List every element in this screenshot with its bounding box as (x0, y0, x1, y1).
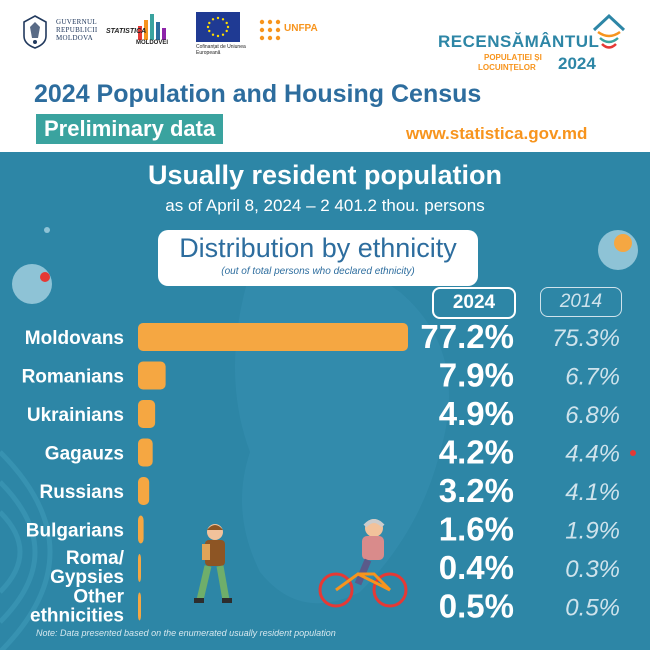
category-label-1: Romanians (22, 367, 124, 388)
decor-circle-left (12, 264, 52, 304)
statistica-moldovei-logo: STATISTICA MOLDOVEI (106, 12, 176, 52)
cyclist-icon (318, 519, 408, 608)
unfpa-logo: UNFPA (258, 18, 318, 42)
value-2014-1: 6.7% (565, 364, 620, 391)
gov-line-2: REPUBLICII (56, 26, 98, 34)
bar-3 (138, 438, 153, 467)
section-subheading: as of April 8, 2024 – 2 401.2 thou. pers… (165, 196, 485, 215)
census-house-icon (592, 13, 626, 49)
census-brand-logo: RECENSĂMÂNTUL POPULAȚIEI ȘI LOCUINȚELOR … (438, 10, 638, 74)
bar-0 (138, 323, 408, 351)
census-brand-year: 2024 (558, 54, 596, 73)
bar-6 (138, 554, 141, 582)
value-2014-0: 75.3% (552, 325, 620, 352)
statistica-bars-icon (138, 14, 166, 40)
category-label-0: Moldovans (25, 328, 124, 349)
value-2024-0: 77.2% (420, 318, 514, 355)
stat-logo-bottom: MOLDOVEI (136, 40, 169, 46)
stat-logo-top: STATISTICA (106, 28, 147, 35)
government-logo: GUVERNUL REPUBLICII MOLDOVA (20, 14, 140, 54)
category-label-6: Roma/Gypsies (50, 548, 125, 588)
bar-5 (138, 515, 144, 544)
bar-1 (138, 361, 166, 390)
eu-logo: Cofinanțat de Uniunea Europeană (196, 12, 252, 56)
census-brand-title: RECENSĂMÂNTUL (438, 32, 600, 51)
distribution-title-box: Distribution by ethnicity (out of total … (158, 230, 478, 286)
census-brand-sub2: LOCUINȚELOR (478, 63, 536, 72)
category-label-2: Ukrainians (27, 405, 124, 426)
gov-line-1: GUVERNUL (56, 18, 97, 26)
distribution-note: (out of total persons who declared ethni… (221, 266, 415, 277)
decor-dot-small (44, 227, 50, 233)
value-2014-4: 4.1% (565, 479, 620, 506)
walking-student-icon (194, 524, 232, 603)
header: GUVERNUL REPUBLICII MOLDOVA STATISTICA M… (0, 0, 650, 152)
page-title: 2024 Population and Housing Census (34, 80, 482, 108)
bar-2 (138, 400, 156, 428)
bar-7 (138, 592, 141, 621)
preliminary-badge: Preliminary data (36, 114, 224, 144)
value-2024-4: 3.2% (439, 472, 514, 509)
website-link[interactable]: www.statistica.gov.md (406, 124, 588, 143)
moldova-crest-icon (23, 15, 47, 49)
value-2024-5: 1.6% (439, 511, 514, 548)
decor-dot-red-left (40, 272, 50, 282)
category-label-4: Russians (40, 482, 124, 503)
value-2024-1: 7.9% (439, 357, 514, 394)
series-2014-header: 2014 (540, 287, 622, 317)
value-2024-2: 4.9% (439, 395, 514, 432)
value-2024-6: 0.4% (439, 549, 514, 586)
decor-dot-orange-right (614, 234, 632, 252)
unfpa-label: UNFPA (284, 23, 318, 34)
category-label-7: Other ethnicities (30, 587, 125, 625)
category-label-5: Bulgarians (26, 521, 124, 542)
series-2024-header: 2024 (432, 287, 516, 319)
ethnicity-bar-chart: Moldovans 77.2% 75.3% Romanians 7.9% 6.7% Ukra… (22, 318, 620, 625)
section-heading: Usually resident population (147, 160, 503, 190)
census-brand-sub1: POPULAȚIEI ȘI (484, 53, 542, 62)
value-2014-6: 0.3% (565, 556, 620, 583)
value-2014-2: 6.8% (565, 402, 620, 429)
eu-flag-icon (196, 12, 240, 42)
value-2014-5: 1.9% (565, 518, 620, 545)
signal-waves-icon (0, 450, 53, 650)
gov-line-3: MOLDOVA (56, 34, 93, 42)
eu-caption: Cofinanțat de Uniunea Europeană (196, 44, 246, 56)
value-2014-7: 0.5% (565, 595, 620, 622)
value-2024-7: 0.5% (439, 588, 514, 625)
footnote: Note: Data presented based on the enumer… (36, 628, 336, 638)
unfpa-dots-icon (259, 19, 281, 41)
decor-dot-red-right (630, 450, 636, 456)
distribution-title: Distribution by ethnicity (179, 233, 457, 263)
government-name: GUVERNUL REPUBLICII MOLDOVA (56, 18, 98, 42)
category-label-3: Gagauzs (45, 444, 124, 465)
bar-4 (138, 477, 150, 505)
value-2024-3: 4.2% (439, 434, 514, 471)
infographic-panel: Usually resident population as of April … (0, 152, 650, 650)
value-2014-3: 4.4% (565, 441, 620, 468)
